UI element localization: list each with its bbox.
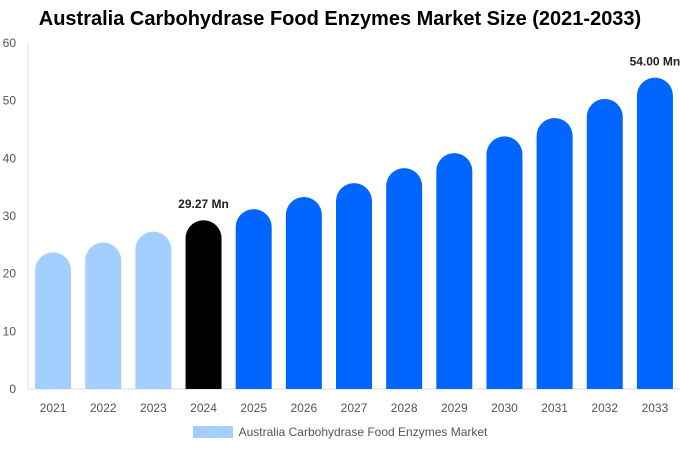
y-tick-label: 60 [3, 36, 17, 50]
bar-2029 [436, 153, 473, 389]
data-label: 54.00 Mn [630, 55, 680, 69]
x-tick-label: 2027 [341, 401, 368, 415]
bar-2032 [586, 98, 623, 389]
bar-2022 [85, 242, 122, 389]
x-tick-label: 2023 [140, 401, 167, 415]
bar-2021 [35, 252, 72, 389]
x-tick-label: 2025 [240, 401, 267, 415]
x-tick-label: 2029 [441, 401, 468, 415]
bar-2030 [486, 136, 523, 389]
bar-2033 [636, 77, 673, 389]
data-label: 29.27 Mn [178, 197, 229, 211]
x-tick-label: 2030 [491, 401, 518, 415]
chart-title: Australia Carbohydrase Food Enzymes Mark… [38, 8, 642, 30]
legend-swatch [192, 426, 233, 438]
x-tick-label: 2021 [40, 401, 67, 415]
x-tick-label: 2033 [642, 401, 669, 415]
bar-2025 [235, 209, 272, 389]
y-tick-label: 50 [3, 94, 17, 108]
bar-2026 [285, 196, 322, 389]
legend: Australia Carbohydrase Food Enzymes Mark… [0, 425, 680, 439]
x-tick-label: 2024 [190, 401, 217, 415]
bar-2031 [536, 117, 573, 389]
y-tick-label: 30 [3, 209, 17, 223]
y-tick-label: 20 [3, 267, 17, 281]
bar-2024 [185, 220, 222, 389]
x-tick-label: 2031 [541, 401, 568, 415]
x-tick-label: 2032 [591, 401, 618, 415]
x-tick-label: 2028 [391, 401, 418, 415]
y-tick-label: 10 [3, 324, 17, 338]
legend-label: Australia Carbohydrase Food Enzymes Mark… [238, 425, 488, 439]
y-tick-label: 0 [9, 382, 16, 396]
bar-2028 [386, 168, 423, 389]
bar-2027 [336, 183, 372, 389]
bar-2023 [135, 231, 172, 389]
x-tick-label: 2022 [90, 401, 117, 415]
x-tick-label: 2026 [290, 401, 317, 415]
y-tick-label: 40 [3, 151, 17, 165]
